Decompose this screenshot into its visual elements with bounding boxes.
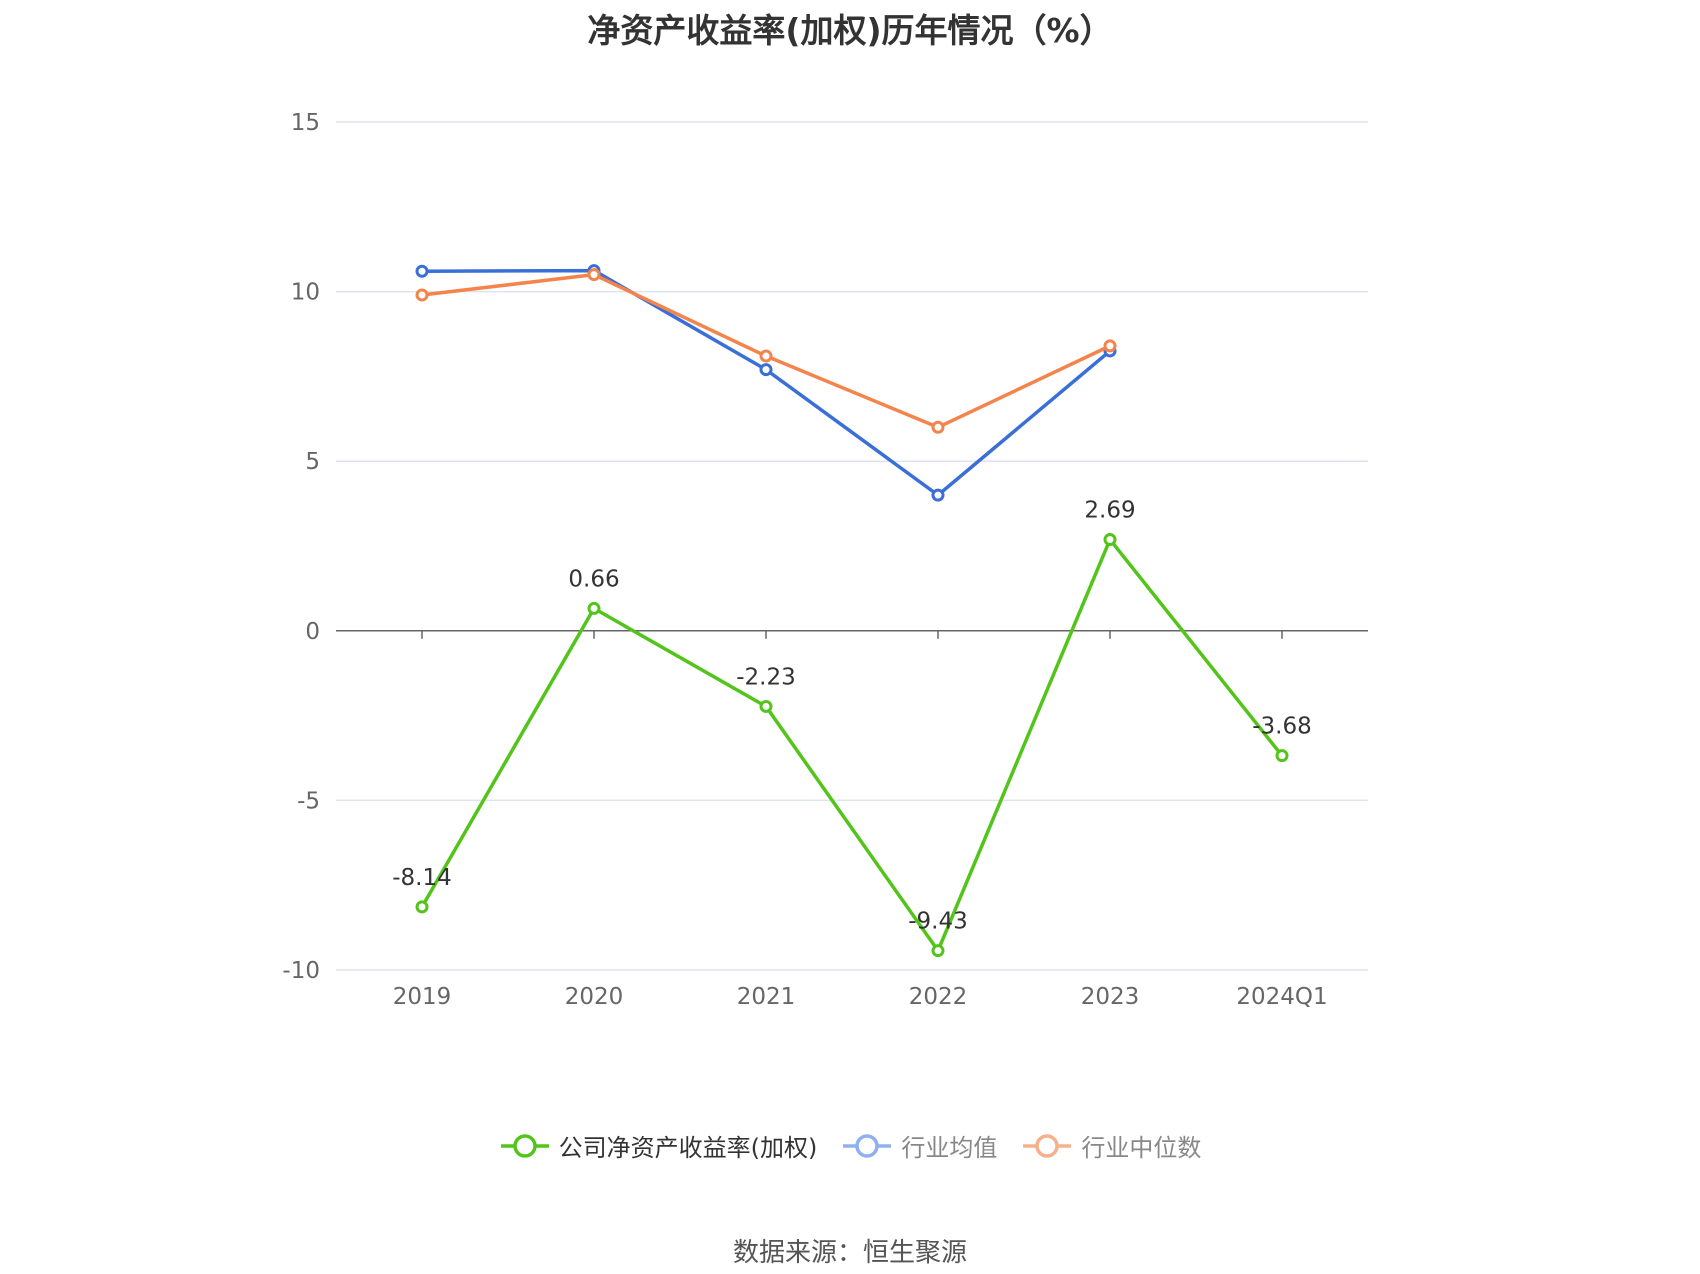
data-label: -9.43 xyxy=(908,909,968,935)
data-point xyxy=(1275,749,1289,763)
legend: 公司净资产收益率(加权) 行业均值 行业中位数 xyxy=(0,1128,1700,1163)
data-point xyxy=(759,349,773,363)
legend-item[interactable]: 行业中位数 xyxy=(1021,1128,1201,1163)
data-point xyxy=(587,268,601,282)
data-point xyxy=(587,601,601,615)
legend-marker-icon xyxy=(843,1133,892,1158)
legend-item[interactable]: 行业均值 xyxy=(841,1128,997,1163)
data-point xyxy=(931,420,945,434)
data-point xyxy=(415,288,429,302)
data-point xyxy=(759,699,773,713)
y-tick-label: 15 xyxy=(291,110,320,136)
legend-label: 行业中位数 xyxy=(1081,1134,1202,1162)
y-tick-label: 0 xyxy=(305,619,320,645)
data-point xyxy=(931,944,945,958)
data-label: 2.69 xyxy=(1084,498,1135,524)
data-source-note: 数据来源：恒生聚源 xyxy=(732,1238,967,1268)
data-point xyxy=(1103,533,1117,547)
x-tick-label: 2022 xyxy=(909,984,968,1010)
legend-label: 公司净资产收益率(加权) xyxy=(558,1134,818,1162)
series-line-0 xyxy=(420,537,1284,953)
x-tick-label: 2019 xyxy=(393,984,452,1010)
data-label: -2.23 xyxy=(736,664,796,690)
data-label: -3.68 xyxy=(1252,714,1312,740)
data-label: 0.66 xyxy=(568,566,619,592)
chart-title: 净资产收益率(加权)历年情况（%） xyxy=(587,11,1113,50)
legend-marker-icon xyxy=(500,1133,549,1158)
x-tick-label: 2021 xyxy=(737,984,796,1010)
x-tick-label: 2020 xyxy=(565,984,624,1010)
y-tick-label: 5 xyxy=(305,449,320,475)
legend-label: 行业均值 xyxy=(901,1134,998,1162)
y-tick-label: -5 xyxy=(297,788,320,814)
x-tick-label: 2024Q1 xyxy=(1236,984,1327,1010)
data-point xyxy=(415,900,429,914)
data-point xyxy=(415,264,429,278)
data-label: -8.14 xyxy=(392,865,452,891)
legend-marker-icon xyxy=(1023,1133,1072,1158)
x-tick-label: 2023 xyxy=(1081,984,1140,1010)
y-tick-label: -10 xyxy=(282,958,320,984)
data-point xyxy=(759,363,773,377)
legend-item[interactable]: 公司净资产收益率(加权) xyxy=(499,1128,818,1163)
data-point xyxy=(1103,339,1117,353)
data-point xyxy=(931,488,945,502)
y-tick-label: 10 xyxy=(291,280,320,306)
